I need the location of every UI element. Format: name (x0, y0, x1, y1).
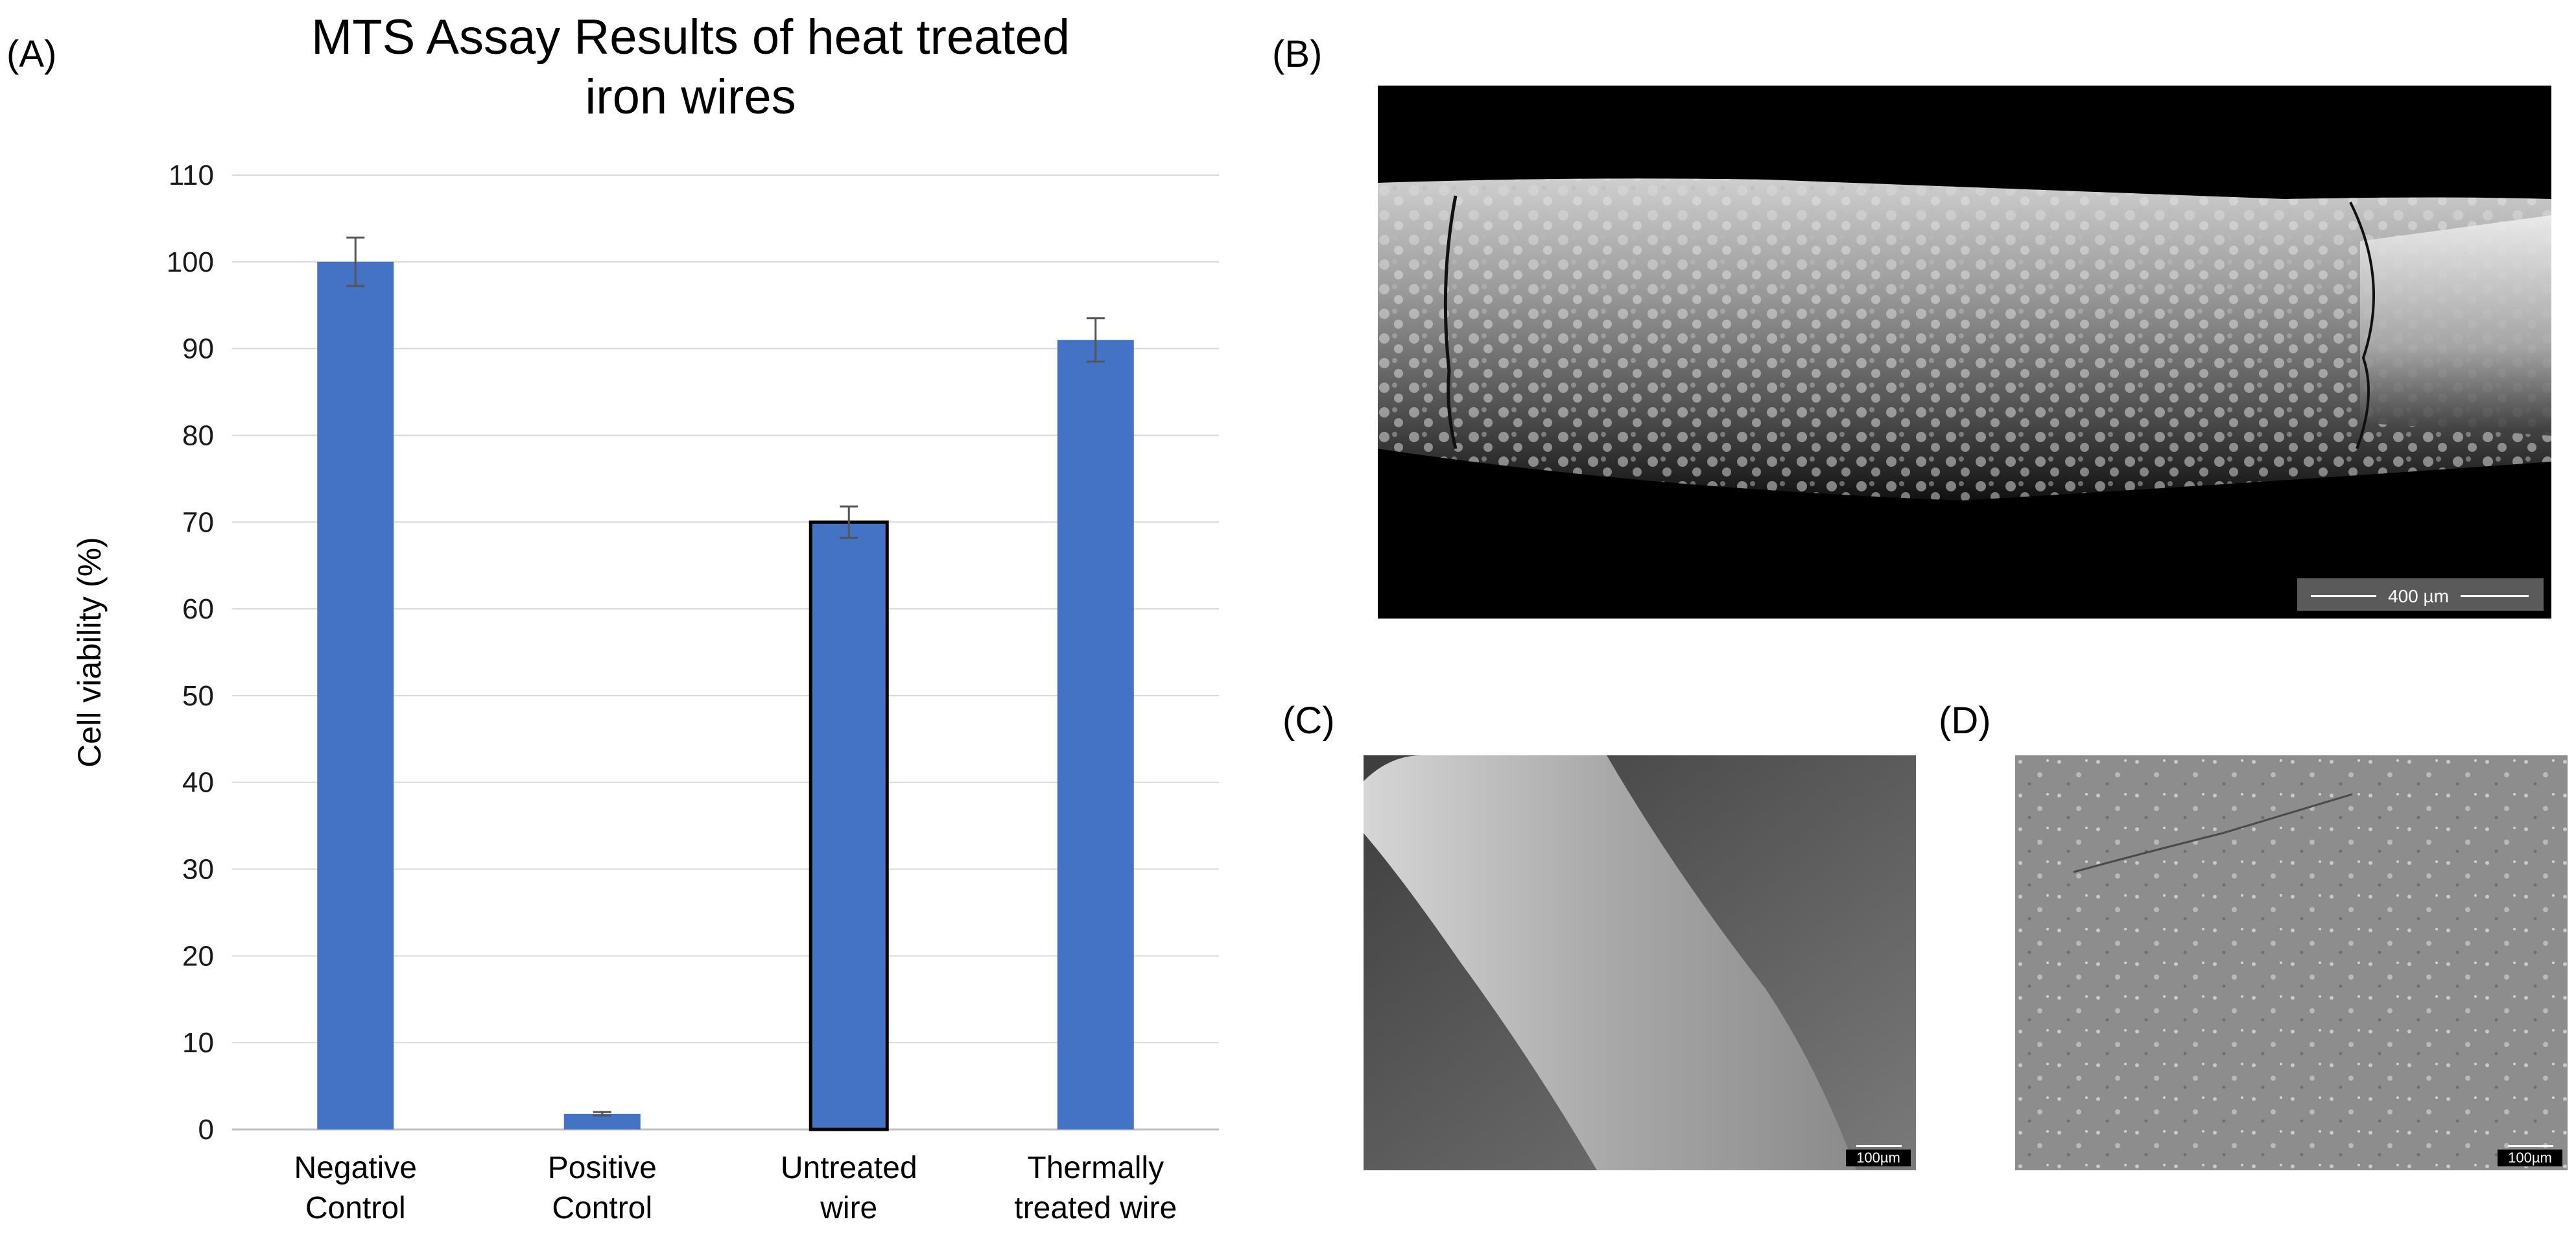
x-tick-label: Untreated (781, 1151, 917, 1185)
scale-bar-line-c (1856, 1145, 1902, 1147)
y-tick-label: 50 (182, 680, 214, 712)
sem-image-untreated-wire: 100µm (1364, 755, 1916, 1170)
x-tick-label: treated wire (1014, 1191, 1177, 1225)
x-tick-label: Control (552, 1191, 652, 1225)
sem-wire-drawing (1378, 178, 2551, 501)
bar (809, 520, 889, 1131)
y-tick-label: 90 (182, 333, 214, 365)
chart-title-line-2: iron wires (585, 69, 796, 124)
scale-bar-label-d: 100µm (2498, 1150, 2562, 1166)
chart-title: MTS Assay Results of heat treated iron w… (207, 8, 1174, 127)
x-tick-label: Control (305, 1191, 406, 1225)
y-tick-label: 100 (167, 246, 214, 278)
y-tick-label: 110 (169, 159, 214, 191)
bar (317, 261, 394, 1130)
bar (1057, 340, 1134, 1129)
y-tick-label: 80 (182, 419, 214, 451)
panel-label-d: (D) (1939, 700, 1991, 742)
y-tick-label: 20 (182, 940, 214, 972)
x-tick-label: Positive (548, 1151, 657, 1185)
y-tick-label: 60 (182, 593, 214, 625)
y-tick-label: 0 (198, 1114, 214, 1146)
sem-surface-drawing (2015, 755, 2568, 1170)
sem-wire-closeup-drawing (1364, 755, 1916, 1170)
y-tick-label: 40 (182, 767, 214, 799)
y-tick-label: 70 (182, 506, 214, 538)
y-tick-label: 30 (182, 854, 214, 886)
y-axis-label: Cell viability (%) (71, 537, 108, 768)
sem-image-treated-surface: 100µm (2015, 755, 2568, 1170)
y-tick-label: 10 (182, 1027, 214, 1059)
scale-bar-label-b: 400 µm (2376, 586, 2461, 607)
panel-label-b: (B) (1272, 33, 1323, 75)
x-tick-label: wire (820, 1191, 877, 1225)
panel-label-c: (C) (1282, 700, 1335, 742)
sem-image-wire-overview: 400 µm (1378, 86, 2551, 619)
scale-bar-label-c: 100µm (1846, 1150, 1911, 1166)
x-tick-label: Thermally (1027, 1151, 1164, 1185)
bar-chart: 0 10 20 30 40 50 60 70 80 90 100 110 Cell viability … (71, 159, 1219, 1225)
scale-bar-line-d (2508, 1145, 2553, 1147)
x-tick-label: Negative (294, 1151, 417, 1185)
chart-title-line-1: MTS Assay Results of heat treated (311, 10, 1070, 65)
panel-label-a: (A) (6, 33, 57, 75)
